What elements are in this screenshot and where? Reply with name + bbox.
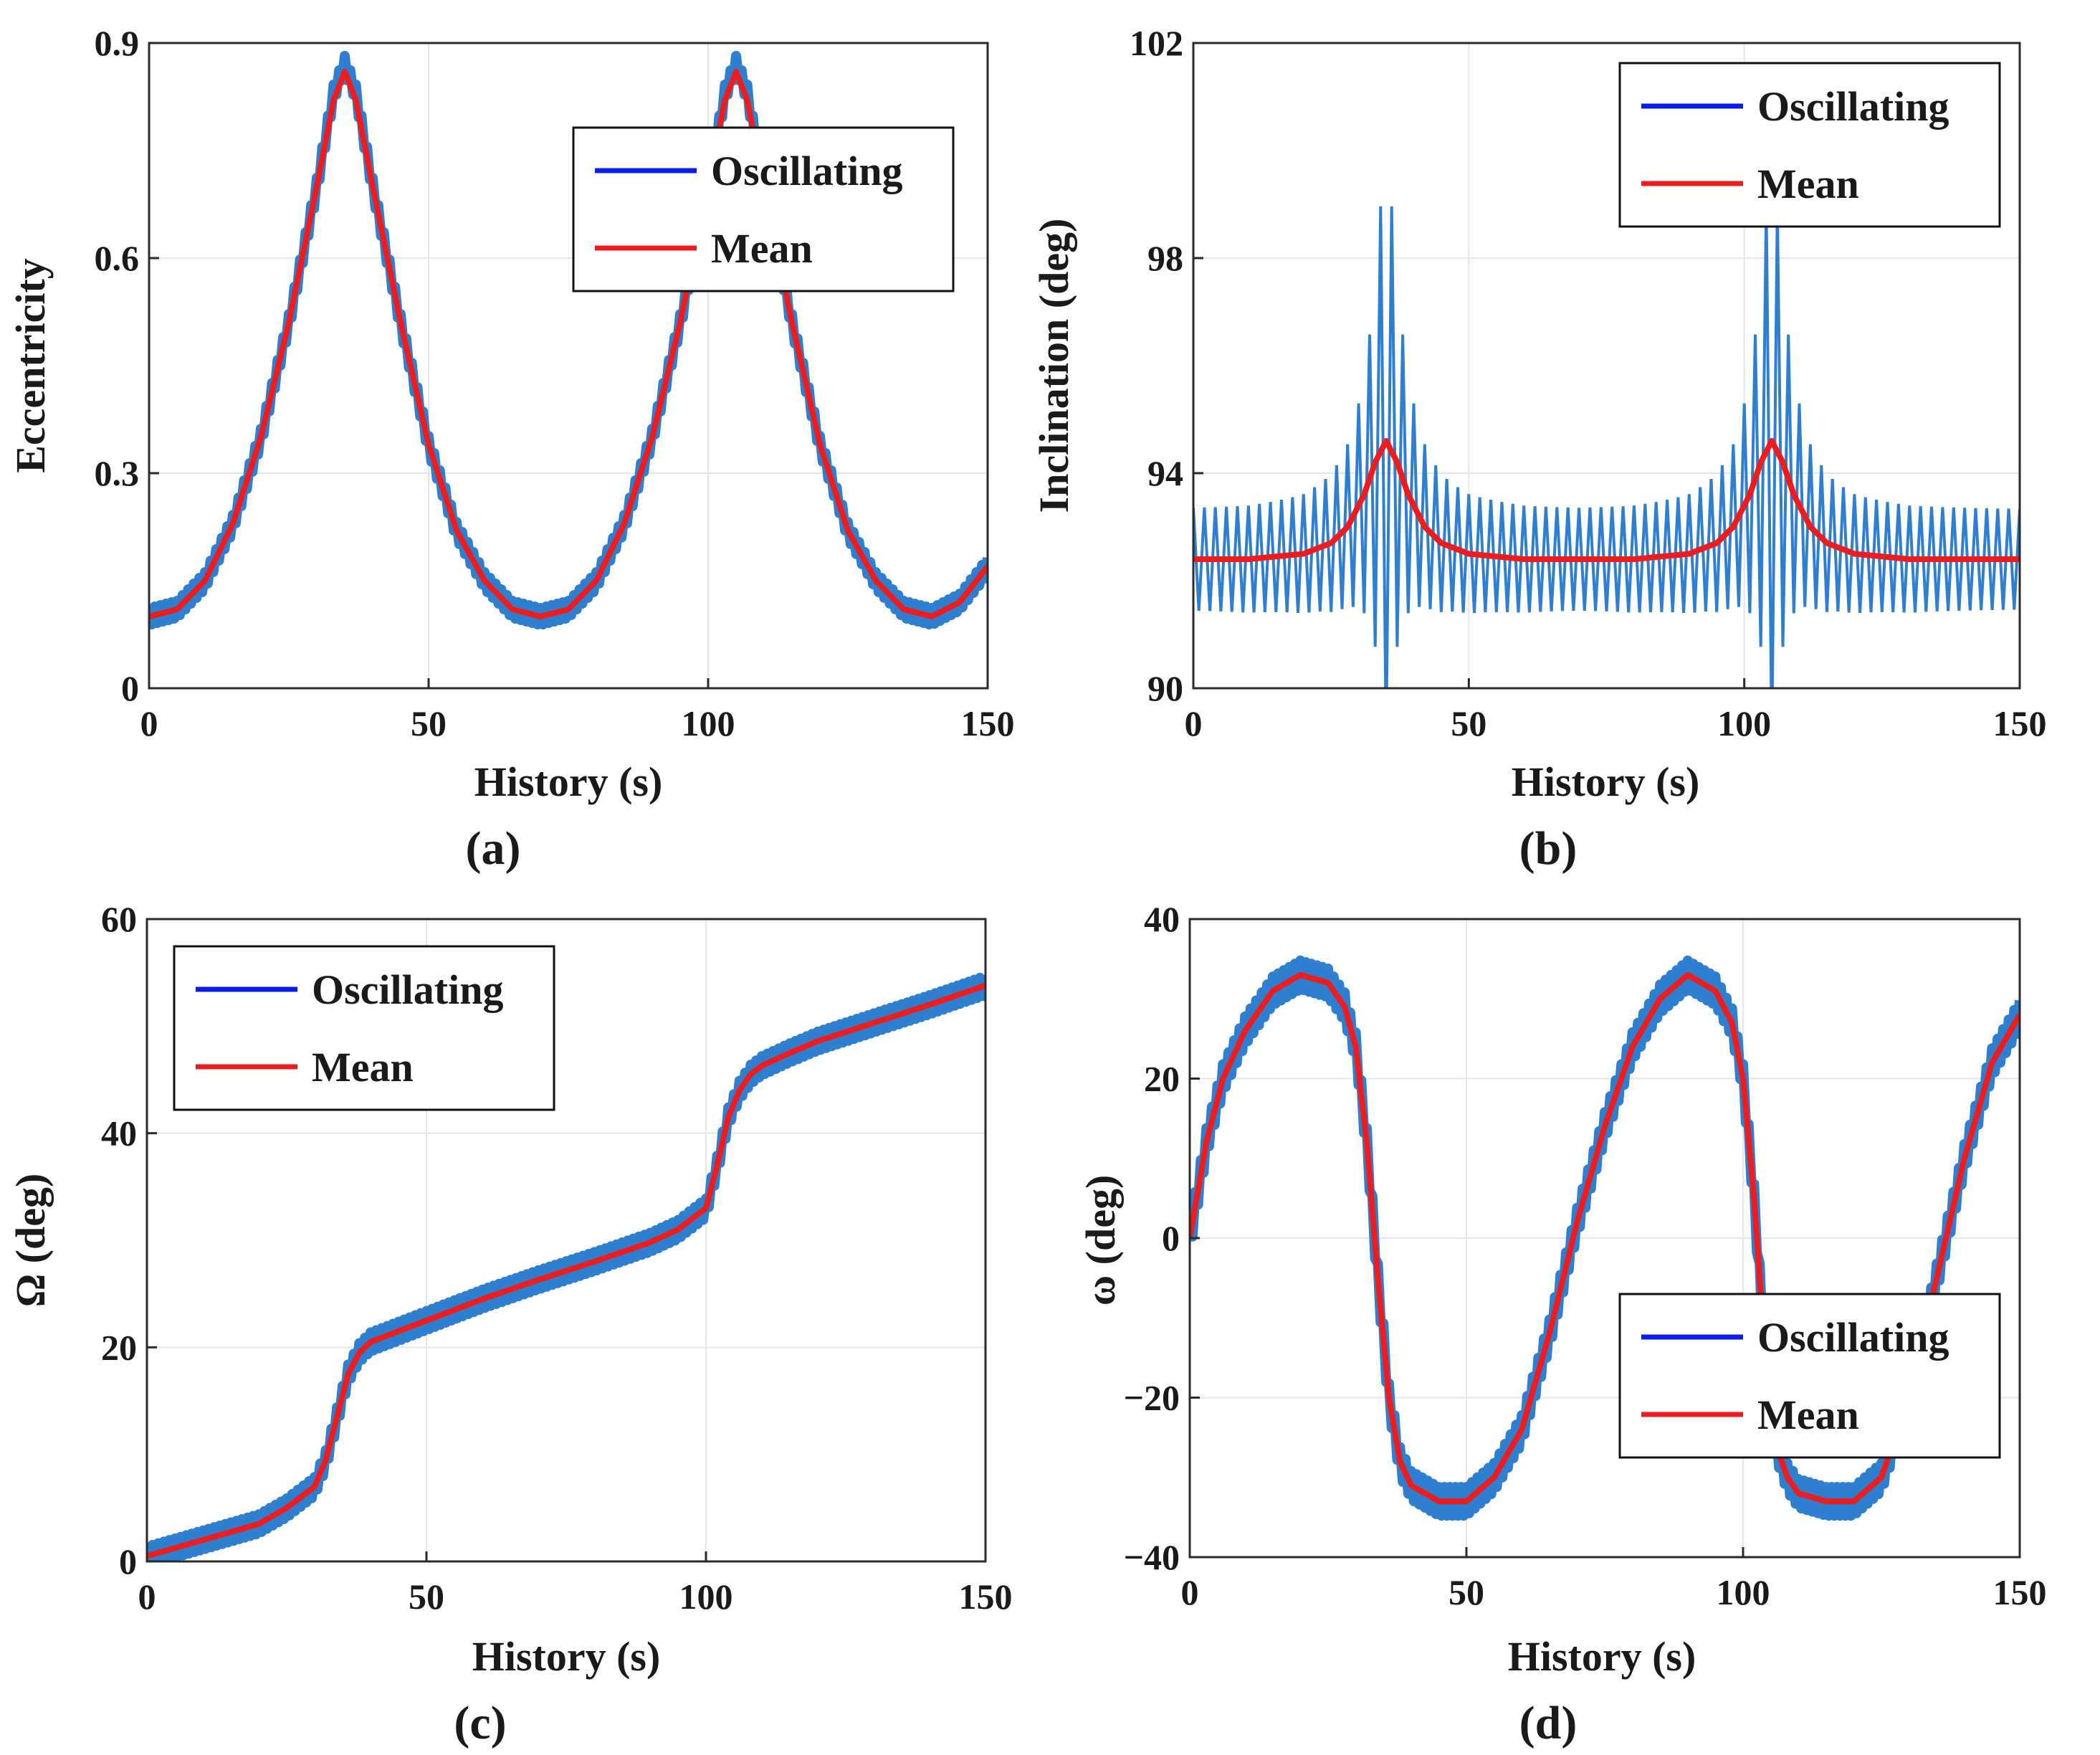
y-tick-label: −40 (1124, 1537, 1180, 1577)
legend-box (572, 126, 955, 292)
y-tick-label: 0.3 (95, 453, 140, 493)
x-axis-label: History (s) (1512, 758, 1700, 805)
y-tick-label: 0.6 (95, 238, 140, 278)
axes-box (148, 42, 989, 690)
x-tick-label: 100 (1717, 1572, 1770, 1612)
panel-caption: (c) (454, 1697, 506, 1749)
panel-a-eccentricity: 0 50 100 150 0 0.3 0.6 0.9 History (s) Eccentrici… (7, 23, 1015, 875)
legend-label-oscillating: Oscillating (1757, 1314, 1949, 1361)
legend-label-oscillating: Oscillating (312, 966, 503, 1013)
y-tick-label: 94 (1147, 453, 1183, 493)
x-tick-label: 50 (1451, 703, 1486, 743)
data-series (149, 51, 988, 629)
legend: Oscillating Mean (173, 945, 555, 1111)
oscillating-line (1190, 955, 2020, 1521)
legend-box (173, 945, 555, 1111)
x-tick-label: 150 (959, 1576, 1013, 1617)
x-tick-label: 150 (1993, 1572, 2047, 1612)
x-tick-label: 50 (409, 1576, 444, 1617)
x-tick-label: 50 (1448, 1572, 1484, 1612)
legend: Oscillating Mean (1618, 62, 2001, 228)
y-tick-label: 60 (101, 899, 137, 939)
axes-box (145, 918, 987, 1563)
y-tick-label: 0 (121, 668, 139, 708)
data-series (1190, 955, 2020, 1521)
y-tick-label: 20 (1144, 1059, 1180, 1099)
mean-line (149, 69, 988, 619)
legend-label-mean: Mean (312, 1044, 414, 1090)
y-tick-label: 90 (1147, 668, 1183, 708)
x-tick-label: 50 (411, 703, 447, 743)
x-tick-label: 150 (961, 703, 1015, 743)
x-tick-label: 0 (1181, 1572, 1199, 1612)
x-tick-label: 0 (140, 703, 158, 743)
mean-line (1190, 971, 2020, 1505)
legend-label-mean: Mean (1757, 161, 1859, 207)
legend-box (1618, 62, 2001, 228)
y-axis-label: Ω (deg) (7, 1174, 54, 1308)
y-tick-label: 40 (101, 1113, 137, 1154)
y-tick-label: 20 (101, 1327, 137, 1367)
y-tick-label: 98 (1147, 238, 1183, 278)
legend: Oscillating Mean (572, 126, 955, 292)
x-tick-label: 100 (679, 1576, 733, 1617)
y-tick-label: 102 (1130, 23, 1183, 63)
panel-caption: (d) (1519, 1697, 1578, 1749)
panel-caption: (a) (466, 822, 521, 875)
panel-d-arg-perigee: 0 50 100 150 −40 −20 0 20 40 History (s) ω (deg) (d… (1077, 899, 2047, 1749)
y-tick-label: 0 (119, 1541, 137, 1582)
x-tick-label: 0 (1185, 703, 1203, 743)
legend-box (1618, 1293, 2001, 1459)
x-axis-label: History (s) (474, 758, 663, 805)
oscillating-line (1193, 206, 2020, 688)
legend-label-mean: Mean (711, 225, 813, 272)
y-axis-label: ω (deg) (1077, 1175, 1124, 1306)
y-tick-label: −20 (1124, 1378, 1180, 1418)
legend-label-oscillating: Oscillating (711, 148, 902, 194)
mean-line (147, 982, 985, 1559)
x-axis-label: History (s) (1508, 1633, 1696, 1680)
data-series (147, 972, 985, 1561)
legend-label-oscillating: Oscillating (1757, 83, 1949, 130)
panel-b-inclination: 0 50 100 150 90 94 98 102 History (s) Inclination… (1031, 23, 2047, 875)
panel-c-raan: 0 50 100 150 0 20 40 60 History (s) Ω (deg) (c) Osc… (7, 899, 1013, 1749)
x-tick-label: 100 (682, 703, 735, 743)
x-tick-label: 150 (1993, 703, 2047, 743)
oscillating-line (147, 972, 985, 1561)
legend: Oscillating Mean (1618, 1293, 2001, 1459)
y-axis-label: Eccentricity (7, 258, 54, 473)
x-tick-label: 100 (1717, 703, 1771, 743)
axes-box (1192, 42, 2021, 690)
x-axis-label: History (s) (472, 1633, 661, 1680)
x-tick-label: 0 (138, 1576, 156, 1617)
mean-line (1193, 438, 2020, 562)
data-series (1193, 206, 2020, 688)
y-tick-label: 0 (1162, 1218, 1180, 1258)
y-tick-label: 0.9 (95, 23, 140, 63)
panel-caption: (b) (1519, 822, 1578, 875)
y-axis-label: Inclination (deg) (1031, 219, 1077, 513)
legend-label-mean: Mean (1757, 1392, 1859, 1438)
y-tick-label: 40 (1144, 899, 1180, 939)
